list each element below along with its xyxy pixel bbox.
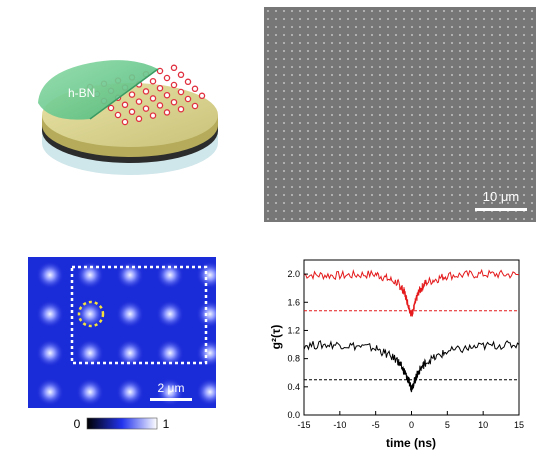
x-tick-label: 10 (478, 420, 488, 430)
y-tick-label: 1.6 (287, 297, 300, 307)
g2-chart: -15 -10 -5 0 5 10 15 0.0 0.4 0.8 1.2 1.6 2.0 time (… (270, 259, 524, 450)
pl-spot (156, 261, 184, 289)
emitter-dot (156, 84, 164, 92)
y-axis-label: g²(τ) (270, 325, 283, 350)
emitter-dot (135, 98, 143, 105)
y-tick-label: 0.0 (287, 410, 300, 420)
x-tick-label: -15 (297, 420, 310, 430)
emitter-dot (149, 77, 157, 85)
emitter-dot (163, 109, 171, 116)
pl-spot (116, 339, 144, 367)
colorbar-min: 0 (74, 417, 81, 431)
pl-spot (156, 339, 184, 367)
x-tick-label: -10 (333, 420, 346, 430)
emitter-dot (142, 88, 150, 95)
emitter-dot (184, 95, 192, 103)
y-tick-label: 0.8 (287, 354, 300, 364)
x-axis-label: time (ns) (386, 436, 436, 450)
emitter-dot (156, 102, 164, 109)
colorbar: 0 1 (74, 417, 170, 431)
emitter-dot (128, 108, 136, 116)
x-tick-label: -5 (372, 420, 380, 430)
emitter-dot (170, 81, 178, 89)
emitter-dot (177, 71, 185, 79)
emitter-dot (121, 101, 129, 109)
pl-map: 2 μm (28, 257, 216, 408)
emitter-dot (184, 78, 192, 86)
selection-box (70, 265, 208, 365)
emitter-dot (177, 105, 185, 113)
hbn-label: h-BN (68, 86, 95, 100)
emitter-dot (198, 92, 206, 100)
y-tick-label: 0.4 (287, 382, 300, 392)
emitter-dot (177, 88, 185, 96)
pl-spot (36, 378, 64, 406)
pl-spot (116, 300, 144, 328)
emitter-dot (121, 118, 129, 126)
x-tick-label: 15 (514, 420, 524, 430)
colorbar-max: 1 (163, 417, 170, 431)
emitter-dot (149, 95, 157, 102)
pl-spot (196, 261, 216, 289)
device-schematic: h-BN (38, 60, 218, 175)
emitter-dot (128, 91, 136, 98)
pl-spot (76, 378, 104, 406)
series-line (303, 340, 520, 393)
emitter-dot (135, 115, 143, 123)
scale-bar-label: 10 μm (483, 189, 519, 204)
emitter-dot (170, 98, 178, 106)
x-tick-label: 5 (445, 420, 450, 430)
pl-spot (76, 339, 104, 367)
y-tick-label: 2.0 (287, 269, 300, 279)
scale-bar-label: 2 μm (158, 381, 185, 395)
emitter-dot (191, 85, 199, 93)
scale-bar (475, 208, 527, 211)
pl-spot (76, 261, 104, 289)
sem-image: 10 μm (264, 7, 536, 222)
emitter-dot (156, 67, 164, 75)
pl-spot (156, 300, 184, 328)
emitter-dot (107, 104, 115, 112)
emitter-dot (142, 105, 150, 112)
pl-spot (116, 378, 144, 406)
pl-spot (36, 339, 64, 367)
selected-emitter-circle (77, 300, 105, 328)
pl-spot (116, 261, 144, 289)
emitter-dot (149, 112, 157, 119)
hbn-flake (38, 60, 158, 120)
pl-spot (196, 339, 216, 367)
emitter-dot (163, 91, 171, 99)
emitter-dot (163, 74, 171, 82)
emitter-dot (114, 111, 122, 119)
pl-spot (196, 378, 216, 406)
x-tick-label: 0 (409, 420, 414, 430)
emitter-dot (170, 64, 178, 72)
emitter-dot (191, 102, 199, 110)
pl-spot (36, 261, 64, 289)
pl-spot (36, 300, 64, 328)
series-line (303, 268, 520, 317)
scale-bar (150, 398, 192, 401)
pl-spot (76, 300, 104, 328)
y-tick-label: 1.2 (287, 325, 300, 335)
